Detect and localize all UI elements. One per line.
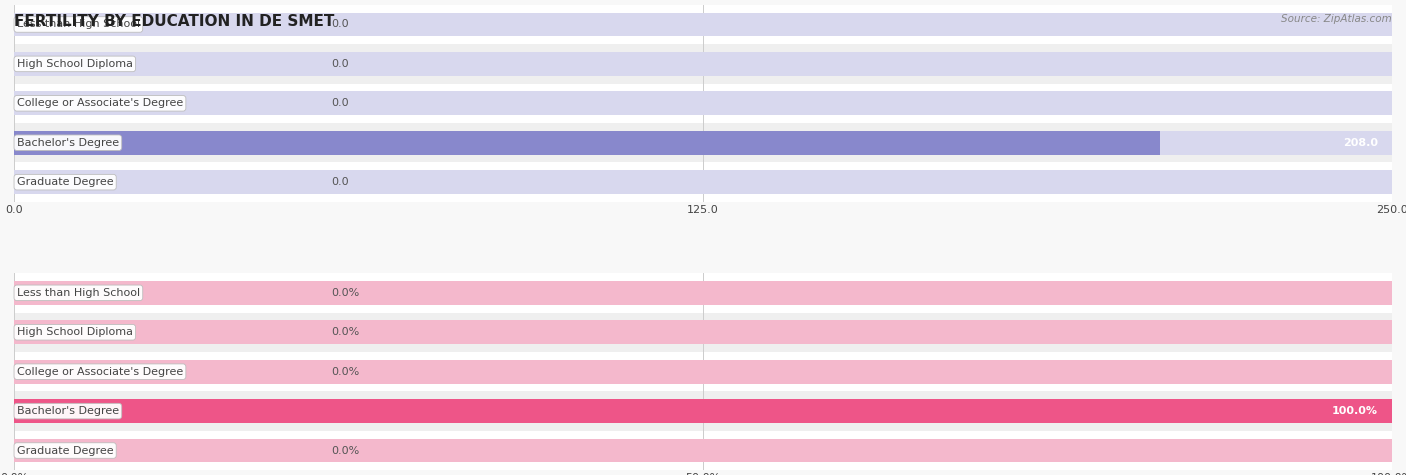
Text: Bachelor's Degree: Bachelor's Degree <box>17 406 120 416</box>
Text: 0.0%: 0.0% <box>330 367 359 377</box>
Bar <box>14 321 1392 344</box>
Bar <box>14 391 1392 431</box>
Bar <box>14 352 1392 391</box>
Text: 208.0: 208.0 <box>1343 138 1378 148</box>
Text: High School Diploma: High School Diploma <box>17 59 132 69</box>
Text: 0.0%: 0.0% <box>330 446 359 456</box>
Bar <box>14 281 1392 304</box>
Bar <box>14 13 1392 36</box>
Text: 0.0%: 0.0% <box>330 327 359 337</box>
Text: Graduate Degree: Graduate Degree <box>17 446 114 456</box>
Text: FERTILITY BY EDUCATION IN DE SMET: FERTILITY BY EDUCATION IN DE SMET <box>14 14 335 29</box>
Bar <box>14 52 1392 76</box>
Bar <box>14 131 1160 154</box>
Bar <box>14 431 1392 470</box>
Text: Graduate Degree: Graduate Degree <box>17 177 114 187</box>
Text: 0.0: 0.0 <box>330 98 349 108</box>
Bar <box>14 131 1392 154</box>
Text: Bachelor's Degree: Bachelor's Degree <box>17 138 120 148</box>
Text: 0.0%: 0.0% <box>330 288 359 298</box>
Text: College or Associate's Degree: College or Associate's Degree <box>17 98 183 108</box>
Text: 0.0: 0.0 <box>330 59 349 69</box>
Text: Source: ZipAtlas.com: Source: ZipAtlas.com <box>1281 14 1392 24</box>
Bar <box>14 399 1392 423</box>
Text: College or Associate's Degree: College or Associate's Degree <box>17 367 183 377</box>
Bar <box>14 439 1392 462</box>
Bar <box>14 84 1392 123</box>
Text: High School Diploma: High School Diploma <box>17 327 132 337</box>
Bar <box>14 5 1392 44</box>
Bar <box>14 360 1392 383</box>
Text: 0.0: 0.0 <box>330 19 349 29</box>
Bar <box>14 92 1392 115</box>
Bar <box>14 123 1392 162</box>
Bar <box>14 162 1392 202</box>
Text: Less than High School: Less than High School <box>17 19 141 29</box>
Text: Less than High School: Less than High School <box>17 288 141 298</box>
Bar <box>14 313 1392 352</box>
Bar <box>14 273 1392 313</box>
Bar <box>14 171 1392 194</box>
Bar <box>14 44 1392 84</box>
Text: 100.0%: 100.0% <box>1331 406 1378 416</box>
Bar <box>14 399 1392 423</box>
Text: 0.0: 0.0 <box>330 177 349 187</box>
